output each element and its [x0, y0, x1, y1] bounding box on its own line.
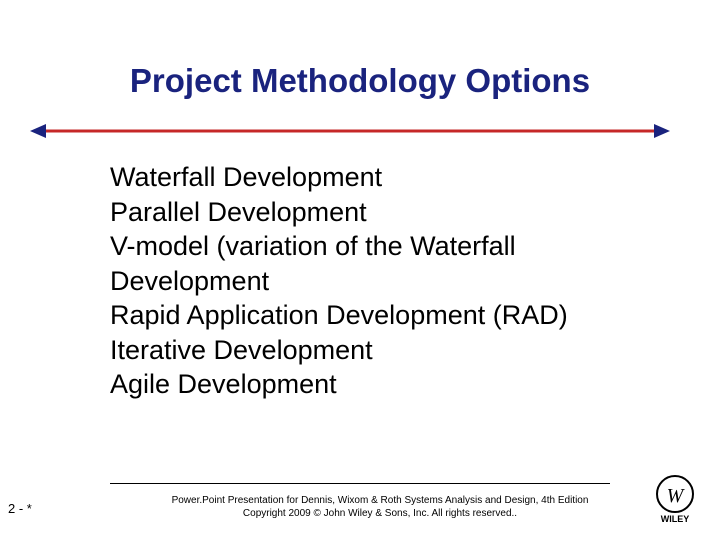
content-line: Agile Development [110, 367, 670, 402]
page-number: 2 - * [8, 501, 32, 516]
content-body: Waterfall Development Parallel Developme… [110, 160, 670, 402]
content-line: Waterfall Development [110, 160, 670, 195]
slide-title: Project Methodology Options [0, 62, 720, 100]
footer-line-2: Copyright 2009 © John Wiley & Sons, Inc.… [110, 508, 650, 521]
publisher-logo: W WILEY [648, 472, 702, 526]
slide: Project Methodology Options Waterfall De… [0, 0, 720, 540]
content-line: Rapid Application Development (RAD) [110, 298, 670, 333]
arrow-left-icon [30, 124, 46, 138]
content-line: V-model (variation of the Waterfall Deve… [110, 229, 670, 298]
svg-text:W: W [667, 485, 686, 507]
content-line: Iterative Development [110, 333, 670, 368]
content-line: Parallel Development [110, 195, 670, 230]
footer-text: Power.Point Presentation for Dennis, Wix… [110, 495, 650, 520]
svg-text:WILEY: WILEY [661, 514, 690, 524]
footer-divider [110, 483, 610, 484]
arrow-right-icon [654, 124, 670, 138]
footer-line-1: Power.Point Presentation for Dennis, Wix… [110, 495, 650, 508]
divider-arrow [30, 122, 670, 140]
